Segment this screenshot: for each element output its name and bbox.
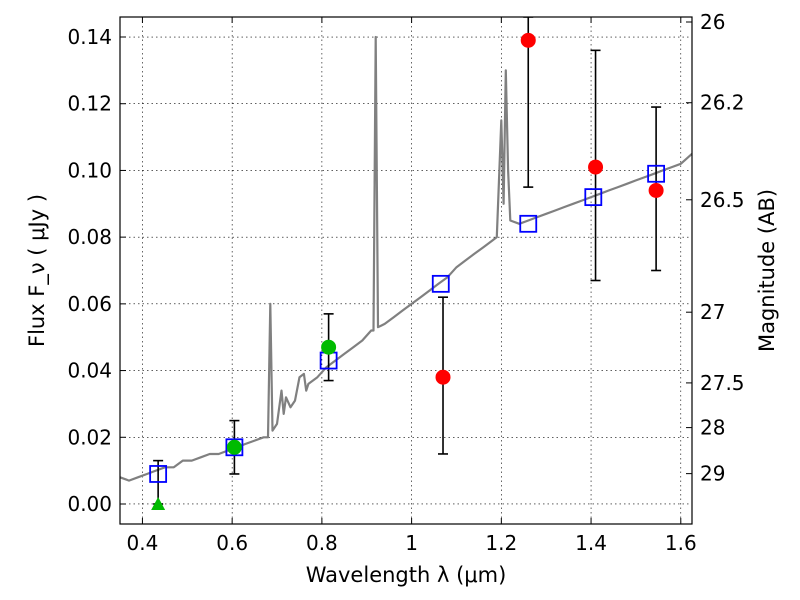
axis-ticks: 0.4 0.6 0.8 1 1.2 1.4 1.6 0.00 0.02 0.04 0.06 0.08 0…: [67, 10, 744, 555]
y-tick-label: 0.08: [67, 225, 112, 249]
x-tick-label: 1.6: [665, 531, 697, 555]
x-tick-label: 1: [405, 531, 418, 555]
model-photometry-point: [647, 164, 666, 183]
right-y-axis-label: Magnitude (AB): [755, 189, 779, 352]
x-axis-label: Wavelength λ (μm): [306, 563, 507, 587]
right-tick-label: 26.2: [700, 91, 745, 115]
grid: [120, 17, 692, 524]
model-photometry-point: [519, 214, 538, 233]
error-bars: [153, 17, 662, 505]
measured-point: [520, 32, 536, 48]
right-tick-label: 29: [700, 462, 725, 486]
model-photometry-point: [431, 274, 450, 293]
y-tick-label: 0.12: [67, 92, 112, 116]
y-tick-label: 0.06: [67, 292, 112, 316]
right-tick-label: 27.5: [700, 371, 745, 395]
y-tick-label: 0.14: [67, 25, 112, 49]
measured-point: [226, 439, 242, 455]
y-axis-label: Flux F_ν ( μJy ): [25, 194, 50, 347]
y-tick-label: 0.02: [67, 425, 112, 449]
y-tick-label: 0.00: [67, 492, 112, 516]
x-tick-label: 0.6: [216, 531, 248, 555]
x-tick-label: 0.8: [306, 531, 338, 555]
x-tick-label: 0.4: [127, 531, 159, 555]
measured-point: [321, 339, 337, 355]
y-tick-label: 0.04: [67, 359, 112, 383]
measured-point: [648, 182, 664, 198]
measured-point: [588, 159, 604, 175]
model-photometry-point: [149, 465, 168, 483]
x-tick-label: 1.2: [485, 531, 517, 555]
model-photometry-point: [225, 438, 244, 457]
right-tick-label: 27: [700, 300, 725, 324]
right-tick-label: 28: [700, 416, 725, 440]
plot-frame: [119, 16, 693, 525]
upper-limit-point: [151, 496, 166, 510]
model-photometry-point: [584, 188, 603, 207]
x-tick-label: 1.4: [575, 531, 607, 555]
right-tick-label: 26.5: [700, 188, 745, 212]
measured-point: [435, 369, 451, 385]
data-markers: [149, 32, 666, 510]
right-tick-label: 26: [700, 10, 725, 34]
y-tick-label: 0.10: [67, 158, 112, 182]
